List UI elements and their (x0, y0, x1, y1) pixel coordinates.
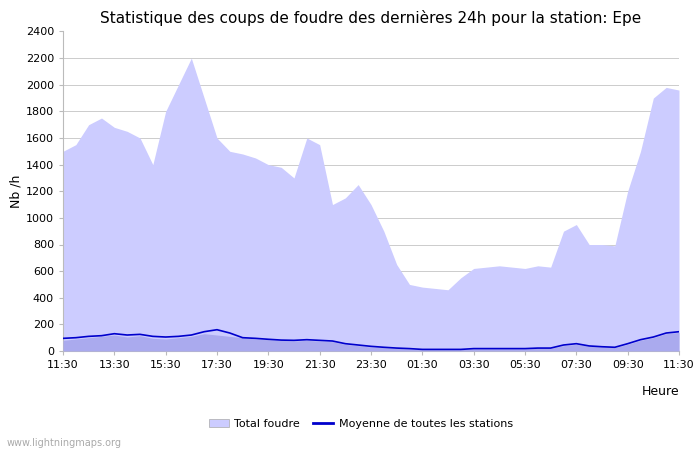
Title: Statistique des coups de foudre des dernières 24h pour la station: Epe: Statistique des coups de foudre des dern… (100, 10, 642, 26)
Y-axis label: Nb /h: Nb /h (10, 175, 23, 208)
Text: www.lightningmaps.org: www.lightningmaps.org (7, 438, 122, 448)
Text: Heure: Heure (641, 385, 679, 398)
